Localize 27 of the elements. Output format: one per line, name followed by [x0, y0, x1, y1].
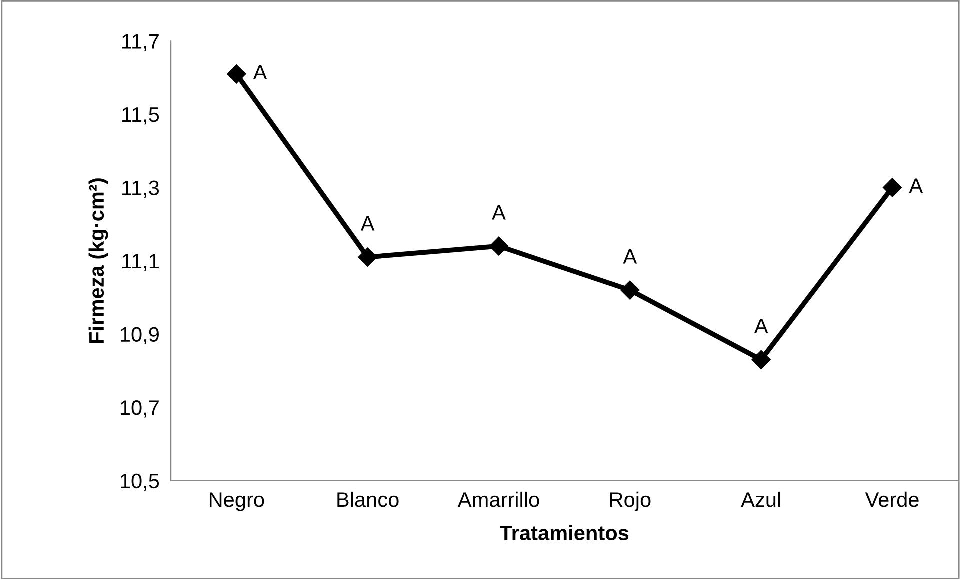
point — [752, 350, 771, 370]
x-tick-label: Amarrillo — [458, 492, 540, 508]
annotation: A — [253, 65, 268, 80]
x-tick-label: Azul — [741, 492, 780, 508]
x-tick-label: Verde — [865, 492, 919, 508]
y-tick-label: 11,1 — [122, 254, 159, 272]
point — [620, 280, 640, 300]
y-tick-label: 10,9 — [120, 327, 159, 344]
annotation: A — [623, 249, 638, 264]
x-axis-title: Tratamientos — [500, 525, 629, 541]
y-tick-label: 11,3 — [122, 180, 160, 198]
x-tick-label: Negro — [210, 492, 264, 512]
x-tick-label: Rojo — [610, 492, 651, 512]
annotation: A — [754, 319, 768, 334]
point — [227, 64, 246, 84]
y-axis-title: Firmeza (kg·cm²) — [88, 178, 108, 343]
annotation: A — [492, 205, 506, 220]
x-tick-label: Blanco — [338, 492, 399, 508]
point — [358, 248, 378, 267]
annotation: A — [909, 178, 924, 194]
point — [882, 178, 902, 198]
point — [489, 236, 509, 256]
y-tick-label: 10,7 — [120, 400, 159, 418]
y-tick-label: 11,7 — [122, 34, 159, 52]
annotation: A — [360, 216, 375, 231]
y-tick-label: 11,5 — [122, 108, 160, 125]
y-tick-label: 10,5 — [120, 474, 160, 492]
